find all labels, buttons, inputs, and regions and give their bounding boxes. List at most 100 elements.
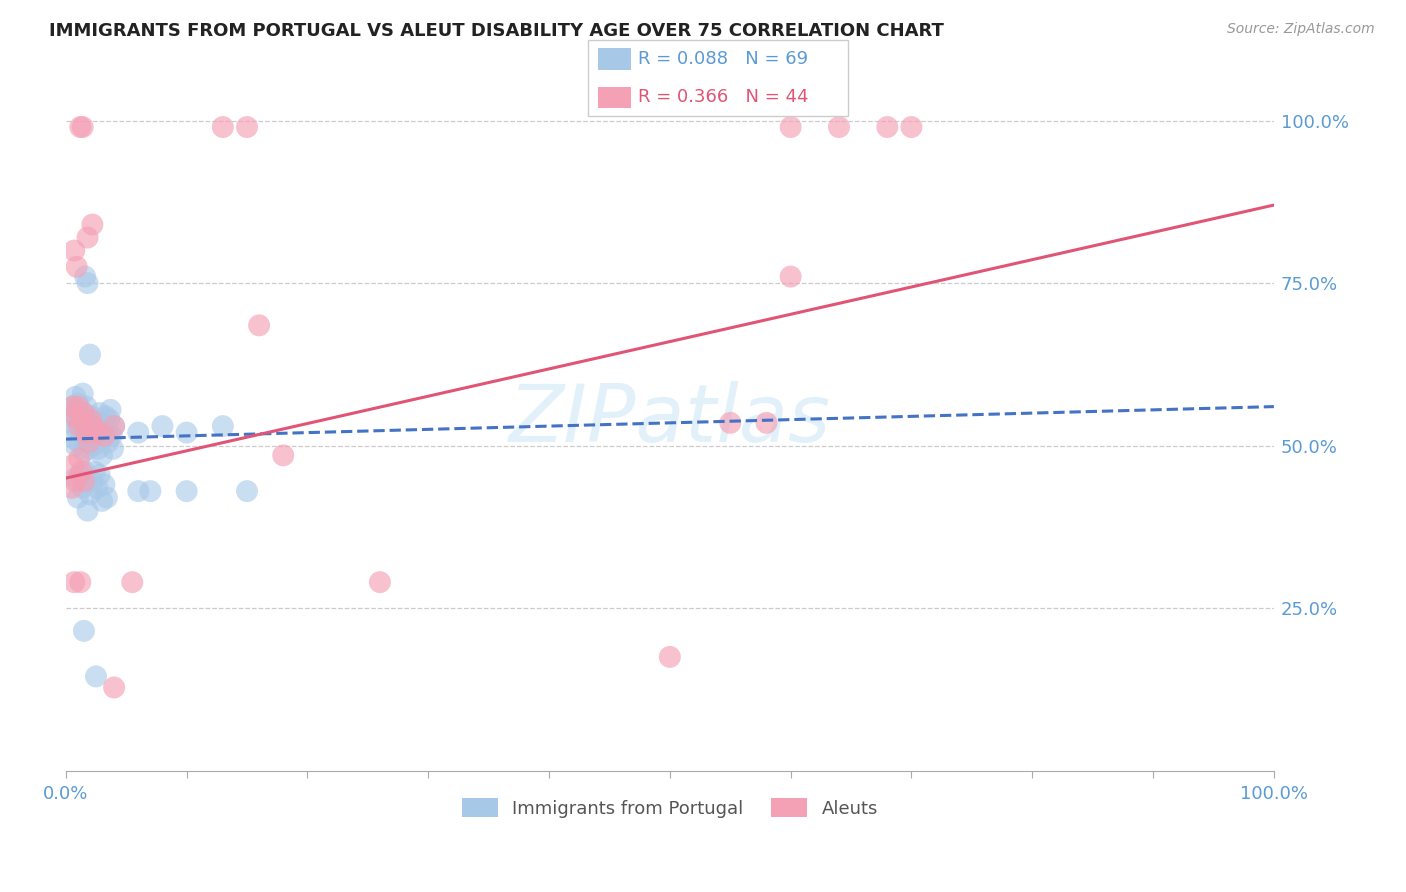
Point — [82, 218, 104, 232]
Point — [60, 481, 83, 495]
Point — [96, 425, 118, 440]
Point — [83, 419, 105, 434]
Point — [247, 318, 270, 333]
Point — [828, 120, 851, 134]
Point — [72, 429, 94, 443]
Point — [70, 419, 93, 434]
Point — [67, 435, 90, 450]
Point — [100, 429, 122, 443]
Point — [127, 484, 149, 499]
Point — [79, 348, 101, 362]
Point — [72, 120, 94, 134]
Point — [77, 435, 100, 450]
Point — [63, 575, 86, 590]
Point — [83, 439, 105, 453]
Text: ZIPatlas: ZIPatlas — [509, 381, 831, 458]
Point — [69, 406, 91, 420]
Point — [62, 409, 84, 424]
Point — [236, 120, 259, 134]
Legend: Immigrants from Portugal, Aleuts: Immigrants from Portugal, Aleuts — [454, 791, 884, 825]
Point — [66, 400, 89, 414]
Point — [69, 120, 91, 134]
Point — [83, 465, 105, 479]
Point — [97, 435, 120, 450]
Point — [93, 477, 115, 491]
Point — [98, 412, 121, 426]
Point — [63, 432, 86, 446]
Point — [93, 419, 115, 434]
Text: R = 0.088   N = 69: R = 0.088 N = 69 — [638, 50, 808, 68]
Point — [103, 419, 125, 434]
Point — [80, 412, 103, 426]
Point — [83, 416, 105, 430]
Point — [86, 481, 108, 495]
Point — [66, 422, 89, 436]
Point — [176, 484, 198, 499]
Point — [70, 465, 93, 479]
Point — [101, 442, 124, 456]
Point — [212, 419, 235, 434]
Point — [103, 681, 125, 695]
Point — [94, 409, 117, 424]
Point — [152, 419, 174, 434]
Text: Source: ZipAtlas.com: Source: ZipAtlas.com — [1227, 22, 1375, 37]
Point — [77, 442, 100, 456]
Point — [62, 400, 84, 414]
Point — [79, 419, 101, 434]
Point — [75, 269, 97, 284]
Point — [93, 429, 115, 443]
Point — [67, 451, 90, 466]
Point — [75, 400, 97, 414]
Point — [63, 244, 86, 258]
Text: R = 0.366   N = 44: R = 0.366 N = 44 — [638, 88, 808, 106]
Text: IMMIGRANTS FROM PORTUGAL VS ALEUT DISABILITY AGE OVER 75 CORRELATION CHART: IMMIGRANTS FROM PORTUGAL VS ALEUT DISABI… — [49, 22, 943, 40]
Point — [69, 575, 91, 590]
Point — [86, 425, 108, 440]
Point — [80, 409, 103, 424]
Point — [212, 120, 235, 134]
Point — [65, 390, 87, 404]
Point — [73, 475, 96, 489]
Point — [75, 425, 97, 440]
Point — [718, 416, 741, 430]
Point — [900, 120, 922, 134]
Point — [69, 402, 91, 417]
Point — [100, 402, 122, 417]
Point — [70, 412, 93, 426]
Point — [72, 481, 94, 495]
Point — [84, 425, 107, 440]
Point — [87, 442, 110, 456]
Point — [66, 412, 89, 426]
Point — [91, 448, 114, 462]
Point — [271, 448, 294, 462]
Point — [90, 416, 112, 430]
Point — [236, 484, 259, 499]
Point — [62, 400, 84, 414]
Point — [82, 432, 104, 446]
Point — [779, 269, 801, 284]
Point — [139, 484, 162, 499]
Point — [66, 260, 89, 274]
Point — [121, 575, 143, 590]
Point — [86, 419, 108, 434]
Point — [89, 467, 111, 482]
Point — [62, 458, 84, 472]
Point — [84, 669, 107, 683]
Point — [76, 276, 98, 290]
Point — [76, 422, 98, 436]
Point — [66, 491, 89, 505]
Point — [73, 445, 96, 459]
Point — [779, 120, 801, 134]
Point — [65, 439, 87, 453]
Point — [69, 467, 91, 482]
Point — [876, 120, 898, 134]
Point — [75, 465, 97, 479]
Point — [75, 416, 97, 430]
Point — [76, 230, 98, 244]
Point — [79, 487, 101, 501]
Point — [66, 396, 89, 410]
Point — [96, 491, 118, 505]
Point — [91, 494, 114, 508]
Point — [176, 425, 198, 440]
Point — [65, 471, 87, 485]
